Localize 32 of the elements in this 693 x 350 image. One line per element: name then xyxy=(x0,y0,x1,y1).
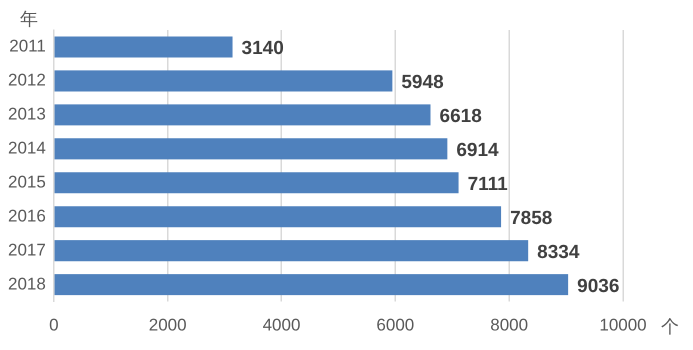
data-label: 3140 xyxy=(242,38,284,60)
bar xyxy=(54,206,502,228)
y-tick-label: 2016 xyxy=(8,206,46,226)
x-tick-label: 10000 xyxy=(599,315,647,334)
bar xyxy=(54,274,568,296)
bar xyxy=(54,138,448,160)
y-axis-title: 年 xyxy=(20,8,38,29)
bar xyxy=(54,240,528,262)
x-tick-label: 6000 xyxy=(376,315,414,334)
data-label: 9036 xyxy=(577,276,620,297)
y-tick-label: 2014 xyxy=(8,138,46,158)
y-tick-label: 2017 xyxy=(8,240,46,260)
x-tick-label: 8000 xyxy=(490,315,528,334)
x-axis-title: 个 xyxy=(661,316,679,337)
bar xyxy=(54,70,392,92)
data-label: 6618 xyxy=(440,106,482,128)
data-label: 8334 xyxy=(537,242,580,263)
data-label: 7858 xyxy=(510,208,552,229)
bar xyxy=(54,36,233,58)
data-label: 6914 xyxy=(456,140,500,162)
y-tick-label: 2015 xyxy=(8,172,46,192)
y-tick-label: 2011 xyxy=(9,36,46,56)
bar xyxy=(54,104,431,126)
y-tick-label: 2012 xyxy=(8,70,46,90)
x-tick-label: 2000 xyxy=(148,315,187,334)
bar xyxy=(54,172,459,194)
x-tick-label: 0 xyxy=(49,315,59,334)
x-tick-label: 4000 xyxy=(262,315,300,334)
y-tick-label: 2013 xyxy=(8,104,46,124)
y-tick-label: 2018 xyxy=(8,274,46,294)
data-label: 7111 xyxy=(468,174,508,196)
data-label: 5948 xyxy=(401,72,444,94)
